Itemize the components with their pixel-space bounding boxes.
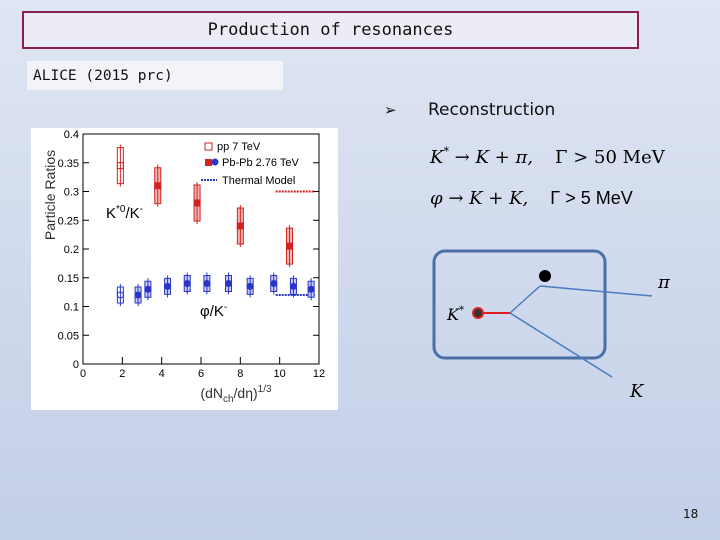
slide-title: Production of resonances [22,11,639,49]
chart-marks [116,144,316,306]
legend-label-pbpb: Pb-Pb 2.76 TeV [222,157,300,169]
kaon-track [509,312,613,378]
y-tick-label: 0.1 [64,302,79,314]
data-point [270,280,278,287]
legend-label-thermal: Thermal Model [222,175,295,187]
legend-label-pp: pp 7 TeV [217,141,261,153]
equation-phi: φ → K + K, Γ > 5 MeV [430,188,633,209]
equation-kstar: K* → K + π, Γ > 50 MeV [429,145,666,168]
y-tick-label: 0.2 [64,244,79,256]
data-point [134,291,142,299]
reference-label: ALICE (2015 prc) [27,61,283,90]
kstar-vertex [472,307,484,319]
data-point [144,285,152,293]
plot-panel [31,128,338,410]
x-tick-label: 0 [80,368,86,380]
decay-track-1 [509,285,541,314]
data-point [193,199,201,207]
annotation-kstar-ratio: K*0/K- [106,204,143,222]
data-point [236,222,244,230]
bullet-arrow-icon: ➢ [384,101,397,119]
primary-vertex [539,270,551,282]
y-tick-label: 0 [73,359,79,371]
x-tick-label: 10 [274,368,286,380]
pion-label: π [657,272,671,293]
data-point [116,291,124,299]
pion-track [539,285,653,297]
data-point [164,282,172,290]
x-tick-label: 6 [198,368,204,380]
data-point [307,285,315,293]
y-tick-label: 0.15 [58,273,79,285]
y-tick-label: 0.05 [58,330,79,342]
x-axis-title: (dNch/dη)1/3 [200,384,272,405]
legend-marker-pp [204,142,213,151]
page-number: 18 [683,507,699,521]
y-axis-title: Particle Ratios [42,150,58,240]
x-tick-label: 8 [237,368,243,380]
data-point [183,280,191,287]
data-point [246,282,254,290]
legend-marker-pbpb-blue [211,158,219,166]
x-tick-label: 2 [119,368,125,380]
kaon-label: K [629,381,645,402]
annotation-phi-ratio: φ/K- [200,302,227,320]
y-tick-label: 0.4 [64,129,79,141]
x-tick-label: 12 [313,368,325,380]
data-point [203,280,211,287]
data-point [286,242,293,250]
data-point [289,282,297,290]
data-point [225,280,233,287]
data-point [116,162,124,170]
detector-box [432,249,607,360]
kstar-label: K* [446,305,464,324]
x-tick-label: 4 [159,368,165,380]
y-tick-label: 0.35 [58,158,79,170]
legend-marker-pbpb-red [205,159,212,166]
reconstruction-label: Reconstruction [428,100,556,120]
y-axis-ticks: 0 0.05 0.1 0.15 0.2 0.25 0.3 0.35 0.4 [58,129,319,371]
y-tick-label: 0.25 [58,215,79,227]
data-point [154,182,162,190]
x-axis-ticks: 0 2 4 6 8 10 12 [80,357,325,380]
y-tick-label: 0.3 [64,187,79,199]
